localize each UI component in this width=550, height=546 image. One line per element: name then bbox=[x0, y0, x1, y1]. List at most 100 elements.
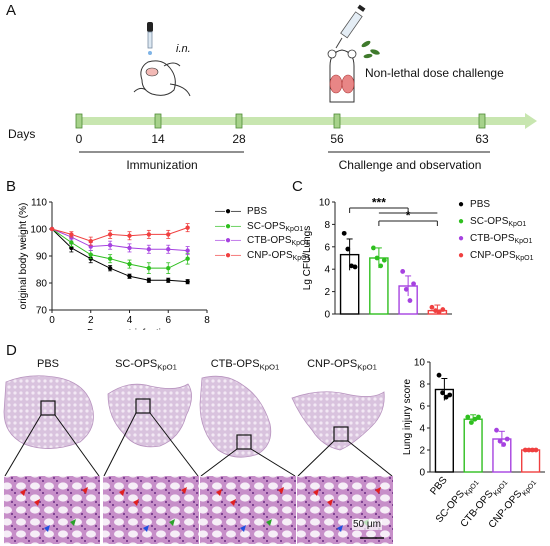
x-tick-label: 4 bbox=[127, 315, 133, 326]
data-point bbox=[166, 232, 171, 237]
y-tick-label: 8 bbox=[324, 220, 330, 231]
bar-group bbox=[398, 269, 418, 315]
day-tick-label: 63 bbox=[475, 132, 489, 146]
data-point bbox=[349, 263, 354, 269]
data-point bbox=[49, 226, 55, 232]
panel-d-letter: D bbox=[6, 342, 17, 359]
data-point bbox=[522, 447, 528, 453]
body-weight-line-chart: 70 80 90 100 110 0 2 4 6 8 Days post-infection orig… bbox=[18, 198, 210, 331]
arrow-marker bbox=[327, 499, 333, 506]
data-point bbox=[107, 243, 113, 248]
legend-entry: ● SC-OPSKpO1 bbox=[458, 213, 534, 230]
bar bbox=[521, 449, 541, 473]
arrow-marker bbox=[266, 519, 272, 526]
legend-marker: ● bbox=[458, 216, 465, 227]
series-line bbox=[51, 228, 188, 269]
significance-label: * bbox=[406, 209, 411, 223]
arrow-marker bbox=[278, 487, 284, 494]
arrow-marker bbox=[375, 487, 381, 494]
y-tick-label: 90 bbox=[36, 252, 48, 263]
y-tick-label: 80 bbox=[36, 279, 48, 290]
timeline-tick bbox=[235, 113, 243, 129]
bar-group bbox=[434, 372, 454, 473]
legend-label: PBS bbox=[247, 206, 268, 217]
data-point bbox=[504, 436, 510, 442]
data-point bbox=[501, 442, 507, 447]
micrograph bbox=[103, 476, 199, 544]
series bbox=[49, 223, 190, 246]
data-point bbox=[429, 304, 435, 310]
legend-entry: —●— PBS bbox=[215, 205, 311, 220]
scale-bar-label: 50 μm bbox=[352, 519, 382, 530]
zoom-line bbox=[54, 414, 100, 477]
lung-section-image bbox=[291, 391, 385, 451]
y-tick-label: 0 bbox=[419, 468, 425, 479]
y-tick-label: 0 bbox=[324, 310, 330, 321]
challenge-observation-label: Challenge and observation bbox=[338, 158, 482, 172]
data-point bbox=[107, 265, 113, 271]
x-tick-label: 8 bbox=[204, 315, 210, 326]
micrograph bbox=[297, 476, 393, 544]
data-point bbox=[411, 281, 416, 287]
bar-group bbox=[521, 447, 541, 473]
data-point bbox=[443, 394, 449, 400]
data-point bbox=[127, 245, 132, 251]
data-point bbox=[146, 265, 152, 271]
data-point bbox=[146, 278, 152, 283]
lung-section bbox=[291, 391, 393, 544]
data-point bbox=[378, 263, 384, 269]
arrow-marker bbox=[230, 499, 236, 506]
arrow-marker bbox=[82, 487, 88, 494]
y-tick-label: 10 bbox=[414, 358, 426, 369]
data-point bbox=[436, 309, 442, 315]
timeline-tick bbox=[154, 113, 162, 129]
significance-label: *** bbox=[372, 196, 386, 210]
series-line bbox=[51, 228, 188, 252]
x-axis-label: Days post-infection bbox=[87, 328, 172, 330]
arrow-marker bbox=[70, 519, 76, 526]
timeline-tick bbox=[478, 113, 486, 129]
arrow-marker bbox=[337, 525, 343, 532]
data-point bbox=[403, 286, 409, 292]
y-tick-label: 4 bbox=[324, 265, 330, 276]
histology-title-cnp: CNP-OPSKpO1 bbox=[307, 358, 377, 372]
arrow-marker bbox=[34, 499, 40, 506]
data-point bbox=[436, 372, 442, 378]
legend-entry: ● CTB-OPSKpO1 bbox=[458, 230, 534, 247]
data-point bbox=[185, 248, 190, 253]
arrow-marker bbox=[313, 489, 319, 496]
panel-b-letter: B bbox=[6, 178, 17, 195]
legend-entry: ● PBS bbox=[458, 196, 534, 213]
arrow-marker bbox=[119, 489, 125, 496]
y-tick-label: 6 bbox=[324, 242, 330, 253]
legend-marker: —●— bbox=[215, 220, 242, 232]
data-point bbox=[497, 438, 503, 444]
data-point bbox=[447, 392, 453, 398]
y-axis-label: original body weight (%) bbox=[18, 203, 29, 310]
data-point bbox=[146, 247, 152, 252]
legend-marker: ● bbox=[458, 233, 465, 244]
data-point bbox=[107, 232, 113, 237]
x-tick-label: 0 bbox=[49, 315, 55, 326]
data-point bbox=[107, 256, 113, 261]
legend-label: CTB-OPS bbox=[247, 235, 292, 246]
y-tick-label: 4 bbox=[419, 424, 425, 435]
legend-entry: —●— SC-OPSKpO1 bbox=[215, 220, 304, 233]
data-point bbox=[494, 427, 499, 433]
challenge-label: Non-lethal dose challenge bbox=[365, 66, 504, 80]
route-label: i.n. bbox=[176, 43, 191, 55]
timeline-tick bbox=[333, 113, 341, 129]
significance-bracket: * bbox=[378, 209, 438, 226]
data-point bbox=[407, 298, 413, 303]
data-point bbox=[472, 416, 478, 422]
panel-c-letter: C bbox=[292, 178, 303, 195]
day-tick-label: 14 bbox=[151, 132, 165, 146]
y-tick-label: 8 bbox=[419, 380, 425, 391]
micrograph bbox=[200, 476, 296, 544]
data-point bbox=[400, 269, 406, 274]
day-tick-label: 28 bbox=[232, 132, 246, 146]
legend-entry: ● CNP-OPSKpO1 bbox=[458, 247, 534, 264]
histology-title-ctb: CTB-OPSKpO1 bbox=[210, 358, 280, 372]
legend-marker: —●— bbox=[215, 206, 242, 217]
